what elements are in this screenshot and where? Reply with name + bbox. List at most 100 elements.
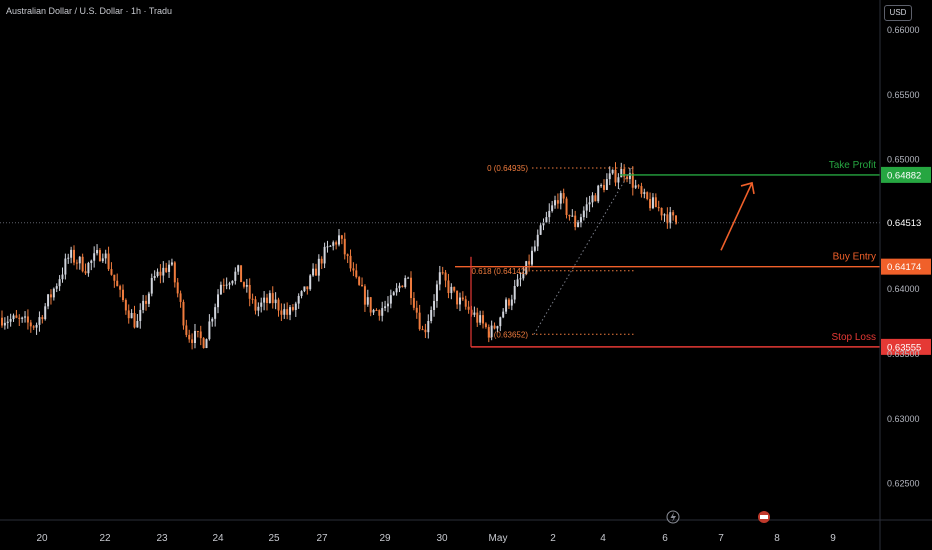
candle-body [309, 275, 312, 290]
candle-body [32, 326, 35, 328]
time-tick-label: May [489, 533, 508, 544]
candle-body [623, 168, 626, 177]
candle-body [418, 312, 421, 330]
candle-body [133, 312, 136, 328]
candle-body [136, 320, 139, 328]
candle-body [522, 274, 525, 279]
candle-body [9, 319, 12, 322]
candle-body [579, 217, 582, 223]
candle-body [335, 242, 338, 245]
candle-body [467, 306, 470, 310]
candle-body [265, 297, 268, 304]
candle-body [81, 256, 84, 272]
candle-body [110, 269, 113, 275]
candle-body [605, 179, 608, 190]
candle-body [124, 300, 127, 311]
candle-body [29, 322, 32, 327]
current-price-label: 0.64513 [887, 218, 921, 229]
candle-body [228, 283, 231, 285]
candle-body [461, 297, 464, 300]
candle-body [75, 262, 78, 264]
trade-levels: 0.64513 Take Profit 0.64882 Buy Entry 0.6417… [0, 160, 931, 355]
candle-body [565, 198, 568, 215]
candle-body [352, 268, 355, 271]
candle-body [116, 280, 119, 287]
candle-body [453, 286, 456, 291]
candle-body [447, 280, 450, 294]
candle-body [407, 277, 410, 279]
candle-body [277, 299, 280, 311]
candle-body [248, 284, 251, 299]
candle-body [427, 321, 430, 333]
candle-body [179, 293, 182, 302]
price-tick-label: 0.63000 [887, 414, 920, 424]
axis-icons [666, 510, 770, 524]
candle-body [600, 185, 603, 187]
candle-body [361, 284, 364, 287]
candle-body [168, 264, 171, 272]
candle-body [482, 315, 485, 324]
time-tick-label: 29 [379, 533, 391, 544]
candle-body [93, 253, 96, 261]
candle-body [84, 271, 87, 274]
currency-badge[interactable]: USD [884, 5, 912, 21]
candle-body [237, 265, 240, 272]
candle-body [551, 205, 554, 211]
candle-body [502, 311, 505, 318]
candle-body [410, 277, 413, 299]
candle-body [263, 297, 266, 303]
candle-body [614, 169, 617, 183]
candles [1, 162, 677, 350]
candle-body [375, 309, 378, 311]
level-price-tag [881, 166, 931, 183]
candle-body [533, 246, 536, 251]
candle-body [1, 317, 3, 326]
candle-body [404, 278, 407, 287]
candle-body [412, 298, 415, 308]
candle-body [21, 317, 24, 319]
candle-body [242, 282, 245, 287]
candle-body [484, 323, 487, 328]
candle-body [588, 202, 591, 205]
candle-body [139, 309, 142, 321]
candle-body [41, 317, 44, 320]
candle-body [15, 315, 18, 318]
lightning-icon[interactable] [666, 510, 680, 524]
time-tick-label: 22 [99, 533, 111, 544]
candle-body [73, 249, 76, 263]
candle-body [631, 173, 634, 188]
candle-body [548, 210, 551, 218]
candle-body [222, 284, 225, 286]
candle-body [170, 262, 173, 265]
candle-body [280, 310, 283, 315]
candle-body [441, 272, 444, 274]
fib-level-label: 0 (0.64935) [487, 164, 528, 173]
candle-body [516, 279, 519, 287]
candle-body [487, 327, 490, 338]
candle-body [542, 222, 545, 226]
candle-body [199, 331, 202, 339]
candle-body [332, 242, 335, 246]
candle-body [654, 197, 657, 208]
candle-body [530, 250, 533, 265]
candle-body [476, 312, 479, 323]
candle-body [392, 292, 395, 296]
candle-body [185, 325, 188, 335]
candle-body [205, 339, 208, 349]
arrow-head [740, 181, 755, 195]
candle-body [577, 222, 580, 227]
time-tick-label: 24 [212, 533, 224, 544]
candle-body [214, 307, 217, 319]
time-tick-label: 25 [268, 533, 280, 544]
candle-body [147, 293, 150, 304]
candle-body [245, 284, 248, 287]
candle-body [349, 255, 352, 269]
candle-body [554, 200, 557, 206]
candle-body [450, 286, 453, 294]
candle-body [289, 307, 292, 315]
lightning-icon[interactable] [670, 512, 677, 522]
candle-body [104, 253, 107, 259]
candle-body [260, 302, 263, 307]
candle-body [507, 299, 510, 306]
